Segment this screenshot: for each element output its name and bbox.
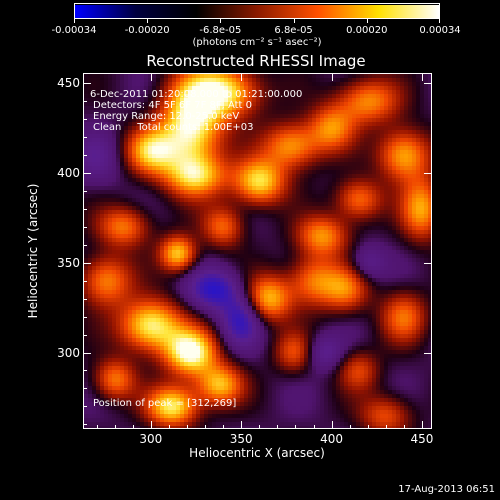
x-axis-major-tick	[331, 421, 333, 429]
y-axis-major-tick	[83, 172, 91, 174]
colorbar-tick-mark	[74, 19, 75, 23]
y-axis-minor-tick	[83, 424, 87, 426]
y-axis-minor-tick	[83, 118, 87, 120]
colorbar-tick-label: -0.00034	[51, 25, 97, 36]
x-axis-major-tick	[421, 421, 423, 429]
y-axis-minor-tick	[83, 244, 87, 246]
colorbar-tick-mark	[147, 19, 149, 23]
colorbar-tick-mark	[439, 19, 440, 23]
y-axis-label: Heliocentric Y (arcsec)	[26, 183, 40, 319]
y-axis-minor-tick	[83, 208, 87, 210]
peak-position-label: Position of peak = [312,269]	[93, 398, 237, 409]
y-axis-major-tick	[83, 352, 91, 354]
x-axis-minor-tick	[259, 425, 261, 429]
y-axis-minor-tick	[83, 316, 87, 318]
colorbar-units: (photons cm⁻² s⁻¹ asec⁻²)	[192, 37, 322, 48]
x-axis-minor-tick	[295, 425, 297, 429]
time-range-label: 6-Dec-2011 01:20:08.000 to 01:21:00.000	[90, 89, 303, 100]
y-axis-minor-tick	[83, 154, 87, 156]
x-axis-minor-tick	[349, 425, 351, 429]
x-axis-major-tick	[150, 421, 152, 429]
y-axis-major-tick	[83, 82, 91, 84]
colorbar-tick-mark	[366, 19, 368, 23]
detectors-label: Detectors: 4F 5F 6F 7F 8F, Att 0	[93, 100, 253, 111]
x-axis-major-tick-top	[421, 73, 423, 81]
x-axis-label: Heliocentric X (arcsec)	[189, 446, 325, 460]
y-axis-minor-tick	[83, 388, 87, 390]
x-axis-tick-label: 300	[139, 432, 163, 446]
energy-range-label: Energy Range: 12.0-25.0 keV	[93, 111, 240, 122]
colorbar-tick-label: 0.00034	[419, 25, 461, 36]
y-axis-tick-label: 300	[57, 345, 80, 360]
x-axis-minor-tick	[277, 425, 279, 429]
y-axis-major-tick-right	[424, 352, 432, 354]
heatmap-image	[84, 74, 431, 428]
y-axis-major-tick-right	[424, 82, 432, 84]
colorbar-tick-label: 6.8e-05	[274, 25, 313, 36]
colorbar	[74, 3, 440, 19]
colorbar-tick-label: -6.8e-05	[199, 25, 242, 36]
y-axis-tick-label: 450	[57, 75, 80, 90]
y-axis-minor-tick	[83, 298, 87, 300]
x-axis-minor-tick	[367, 425, 369, 429]
x-axis-major-tick-top	[241, 73, 243, 81]
y-axis-minor-tick	[83, 280, 87, 282]
x-axis-minor-tick	[313, 425, 315, 429]
colorbar-gradient	[75, 5, 439, 18]
image-plot-area	[83, 73, 432, 429]
y-axis-tick-label: 350	[57, 255, 80, 270]
x-axis-minor-tick	[205, 425, 207, 429]
y-axis-minor-tick	[83, 190, 87, 192]
y-axis-minor-tick	[83, 100, 87, 102]
x-axis-minor-tick	[96, 425, 98, 429]
x-axis-minor-tick	[223, 425, 225, 429]
x-axis-tick-label: 450	[410, 432, 434, 446]
y-axis-major-tick	[83, 262, 91, 264]
x-axis-tick-label: 400	[320, 432, 344, 446]
x-axis-major-tick-top	[150, 73, 152, 81]
x-axis-minor-tick	[187, 425, 189, 429]
x-axis-minor-tick	[114, 425, 116, 429]
y-axis-minor-tick	[83, 136, 87, 138]
x-axis-minor-tick	[385, 425, 387, 429]
x-axis-minor-tick	[132, 425, 134, 429]
y-axis-minor-tick	[83, 334, 87, 336]
colorbar-tick-mark	[220, 19, 222, 23]
colorbar-tick-label: 0.00020	[346, 25, 388, 36]
y-axis-major-tick-right	[424, 262, 432, 264]
y-axis-tick-label: 400	[57, 165, 80, 180]
y-axis-major-tick-right	[424, 172, 432, 174]
x-axis-major-tick	[241, 421, 243, 429]
clean-counts-label: Clean Total counts: 1.00E+03	[93, 122, 254, 133]
generated-date: 17-Aug-2013 06:51	[398, 484, 495, 495]
colorbar-tick-label: -0.00020	[124, 25, 170, 36]
x-axis-tick-label: 350	[229, 432, 253, 446]
x-axis-minor-tick	[403, 425, 405, 429]
y-axis-minor-tick	[83, 370, 87, 372]
x-axis-major-tick-top	[331, 73, 333, 81]
colorbar-tick-mark	[293, 19, 295, 23]
y-axis-minor-tick	[83, 406, 87, 408]
y-axis-minor-tick	[83, 226, 87, 228]
x-axis-minor-tick	[168, 425, 170, 429]
plot-title: Reconstructed RHESSI Image	[146, 52, 366, 70]
